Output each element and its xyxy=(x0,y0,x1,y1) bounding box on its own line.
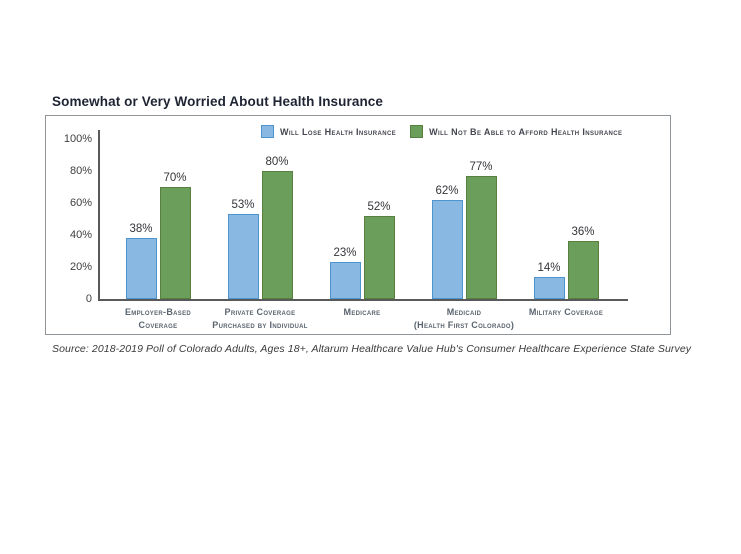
bar xyxy=(363,215,395,299)
category-label: Employer-Based Coverage xyxy=(124,307,192,331)
bar xyxy=(159,187,191,299)
bar xyxy=(261,171,293,299)
x-axis-line xyxy=(98,299,628,301)
bar xyxy=(431,199,463,299)
bar-value-label: 23% xyxy=(333,247,357,260)
bar-column: 70% xyxy=(159,172,191,299)
category-label: Military Coverage xyxy=(528,307,604,317)
bar-column: 23% xyxy=(329,247,361,299)
bar-column: 38% xyxy=(125,223,157,299)
y-tick-label: 0 xyxy=(85,293,92,305)
bar xyxy=(533,276,565,299)
y-tick-label: 60% xyxy=(69,197,92,209)
category-label: Medicaid (Health First Colorado) xyxy=(413,307,515,331)
chart-frame: Will Lose Health Insurance Will Not Be A… xyxy=(45,115,671,335)
bar xyxy=(227,214,259,299)
source-note: Source: 2018-2019 Poll of Colorado Adult… xyxy=(52,343,692,355)
bar xyxy=(567,241,599,299)
bar-column: 53% xyxy=(227,199,259,299)
bar-column: 80% xyxy=(261,156,293,299)
y-tick-label: 40% xyxy=(69,229,92,241)
bar xyxy=(465,175,497,299)
bar-value-label: 70% xyxy=(163,172,187,184)
bar-column: 52% xyxy=(363,200,395,299)
bar-group: 62% 77% xyxy=(413,139,515,299)
category-label: Private Coverage Purchased by Individual xyxy=(212,307,308,331)
legend-swatch xyxy=(261,125,274,138)
chart-title: Somewhat or Very Worried About Health In… xyxy=(52,94,384,109)
bar-column: 14% xyxy=(533,261,565,299)
legend-item-will-lose: Will Lose Health Insurance xyxy=(261,125,396,138)
legend: Will Lose Health Insurance Will Not Be A… xyxy=(261,125,622,138)
bar-group: 23% 52% xyxy=(311,139,413,299)
bar-group: 53% 80% xyxy=(209,139,311,299)
bar-value-label: 52% xyxy=(367,200,391,213)
y-tick-label: 20% xyxy=(69,261,92,273)
plot-area: 38% 70% 53% 80% 23% 52% 62% 77% 14% 36% xyxy=(98,130,628,301)
legend-label: Will Lose Health Insurance xyxy=(280,126,397,137)
y-axis-line xyxy=(98,130,100,301)
plot-groups: 38% 70% 53% 80% 23% 52% 62% 77% 14% 36% xyxy=(98,139,628,299)
legend-item-not-afford: Will Not Be Able to Afford Health Insura… xyxy=(410,125,622,138)
y-tick-label: 80% xyxy=(69,165,92,177)
legend-label: Will Not Be Able to Afford Health Insura… xyxy=(429,126,623,137)
bar-group: 14% 36% xyxy=(515,139,617,299)
bar-column: 36% xyxy=(567,226,599,299)
category-row: Employer-Based Coverage Private Coverage Pu… xyxy=(98,306,628,332)
y-axis-labels: 100% 80% 60% 40% 20% 0 xyxy=(52,133,92,305)
bar-value-label: 38% xyxy=(129,223,153,236)
bar-value-label: 14% xyxy=(537,261,561,274)
bar-value-label: 77% xyxy=(469,160,493,173)
bar xyxy=(329,262,361,299)
bar-value-label: 80% xyxy=(265,156,289,168)
bar-column: 77% xyxy=(465,160,497,299)
bar-value-label: 53% xyxy=(231,199,255,212)
bar-column: 62% xyxy=(431,184,463,299)
legend-swatch xyxy=(410,125,424,138)
y-tick-label: 100% xyxy=(63,133,92,145)
bar-value-label: 36% xyxy=(571,226,595,239)
category-label: Medicare xyxy=(343,307,381,317)
bar-group: 38% 70% xyxy=(107,139,209,299)
bar xyxy=(125,238,157,299)
bar-value-label: 62% xyxy=(435,184,459,197)
